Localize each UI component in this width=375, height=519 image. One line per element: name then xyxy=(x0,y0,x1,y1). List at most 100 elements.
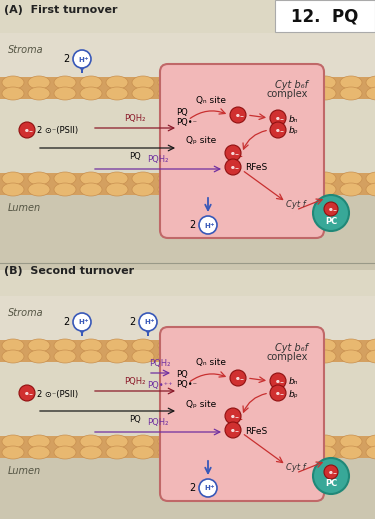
Ellipse shape xyxy=(366,87,375,100)
Ellipse shape xyxy=(132,350,154,363)
Text: −: − xyxy=(234,153,238,157)
Ellipse shape xyxy=(366,350,375,363)
Ellipse shape xyxy=(262,350,284,363)
Bar xyxy=(0,362,375,436)
Text: Cyt b₆f: Cyt b₆f xyxy=(275,343,308,353)
Text: PQH₂: PQH₂ xyxy=(147,155,169,164)
Ellipse shape xyxy=(2,172,24,185)
Ellipse shape xyxy=(210,350,232,363)
Text: bₙ: bₙ xyxy=(289,115,298,124)
Ellipse shape xyxy=(314,183,336,196)
Text: RFeS: RFeS xyxy=(245,163,267,172)
Ellipse shape xyxy=(210,435,232,448)
Ellipse shape xyxy=(54,446,76,459)
Ellipse shape xyxy=(158,350,180,363)
Text: complex: complex xyxy=(267,89,308,99)
Ellipse shape xyxy=(236,446,258,459)
Ellipse shape xyxy=(262,87,284,100)
Ellipse shape xyxy=(210,87,232,100)
Bar xyxy=(275,0,375,32)
Circle shape xyxy=(73,313,91,331)
Ellipse shape xyxy=(262,446,284,459)
Ellipse shape xyxy=(262,76,284,89)
Text: (A)  First turnover: (A) First turnover xyxy=(4,5,117,15)
Text: PQ•⁻: PQ•⁻ xyxy=(176,117,197,127)
Text: PQH₂: PQH₂ xyxy=(124,377,146,386)
Text: 2 ⊙⁻(PSII): 2 ⊙⁻(PSII) xyxy=(37,127,78,135)
Text: −: − xyxy=(234,416,238,420)
Circle shape xyxy=(225,145,241,161)
Ellipse shape xyxy=(28,183,50,196)
Text: 2: 2 xyxy=(64,317,70,327)
Text: H: H xyxy=(78,57,84,62)
Text: −: − xyxy=(279,380,284,386)
Bar xyxy=(0,458,375,519)
Text: +: + xyxy=(84,319,88,323)
Text: H: H xyxy=(144,320,150,325)
Ellipse shape xyxy=(80,76,102,89)
Circle shape xyxy=(225,408,241,424)
Ellipse shape xyxy=(106,350,128,363)
Ellipse shape xyxy=(80,435,102,448)
Text: H: H xyxy=(78,320,84,325)
Text: e: e xyxy=(276,116,280,121)
Text: −: − xyxy=(239,377,244,383)
Ellipse shape xyxy=(132,87,154,100)
Text: 2 ⊙⁻(PSII): 2 ⊙⁻(PSII) xyxy=(37,389,78,399)
Text: e: e xyxy=(231,151,235,156)
Ellipse shape xyxy=(288,339,310,352)
Ellipse shape xyxy=(340,339,362,352)
FancyBboxPatch shape xyxy=(160,64,324,238)
Ellipse shape xyxy=(54,87,76,100)
Ellipse shape xyxy=(262,435,284,448)
Text: Qₙ site: Qₙ site xyxy=(196,359,226,367)
Ellipse shape xyxy=(54,183,76,196)
Text: Lumen: Lumen xyxy=(8,203,41,213)
Text: −: − xyxy=(332,209,337,213)
Ellipse shape xyxy=(236,183,258,196)
Text: e: e xyxy=(25,391,29,396)
Ellipse shape xyxy=(184,339,206,352)
Ellipse shape xyxy=(288,435,310,448)
Text: +: + xyxy=(84,56,88,61)
Text: (B)  Second turnover: (B) Second turnover xyxy=(4,266,134,276)
Circle shape xyxy=(199,216,217,234)
Text: e: e xyxy=(231,165,235,170)
Text: e: e xyxy=(231,428,235,433)
Ellipse shape xyxy=(340,76,362,89)
Ellipse shape xyxy=(80,339,102,352)
Ellipse shape xyxy=(2,350,24,363)
Circle shape xyxy=(270,122,286,138)
Ellipse shape xyxy=(106,76,128,89)
Ellipse shape xyxy=(2,76,24,89)
Ellipse shape xyxy=(106,183,128,196)
Ellipse shape xyxy=(54,76,76,89)
Text: e: e xyxy=(276,128,280,133)
Ellipse shape xyxy=(132,339,154,352)
Ellipse shape xyxy=(288,87,310,100)
Ellipse shape xyxy=(132,435,154,448)
Text: e: e xyxy=(236,113,240,118)
Text: Lumen: Lumen xyxy=(8,466,41,476)
Ellipse shape xyxy=(262,183,284,196)
Ellipse shape xyxy=(80,350,102,363)
Ellipse shape xyxy=(236,339,258,352)
Ellipse shape xyxy=(366,172,375,185)
Ellipse shape xyxy=(288,350,310,363)
Ellipse shape xyxy=(158,172,180,185)
Text: bₙ: bₙ xyxy=(289,377,298,387)
Ellipse shape xyxy=(262,339,284,352)
Ellipse shape xyxy=(106,446,128,459)
Text: Cyt b₆f: Cyt b₆f xyxy=(275,80,308,90)
FancyBboxPatch shape xyxy=(160,327,324,501)
Ellipse shape xyxy=(54,350,76,363)
Ellipse shape xyxy=(2,183,24,196)
Ellipse shape xyxy=(158,76,180,89)
Ellipse shape xyxy=(288,172,310,185)
Ellipse shape xyxy=(340,172,362,185)
Text: e: e xyxy=(236,376,240,381)
Ellipse shape xyxy=(288,183,310,196)
Ellipse shape xyxy=(106,87,128,100)
Circle shape xyxy=(199,479,217,497)
Ellipse shape xyxy=(184,87,206,100)
